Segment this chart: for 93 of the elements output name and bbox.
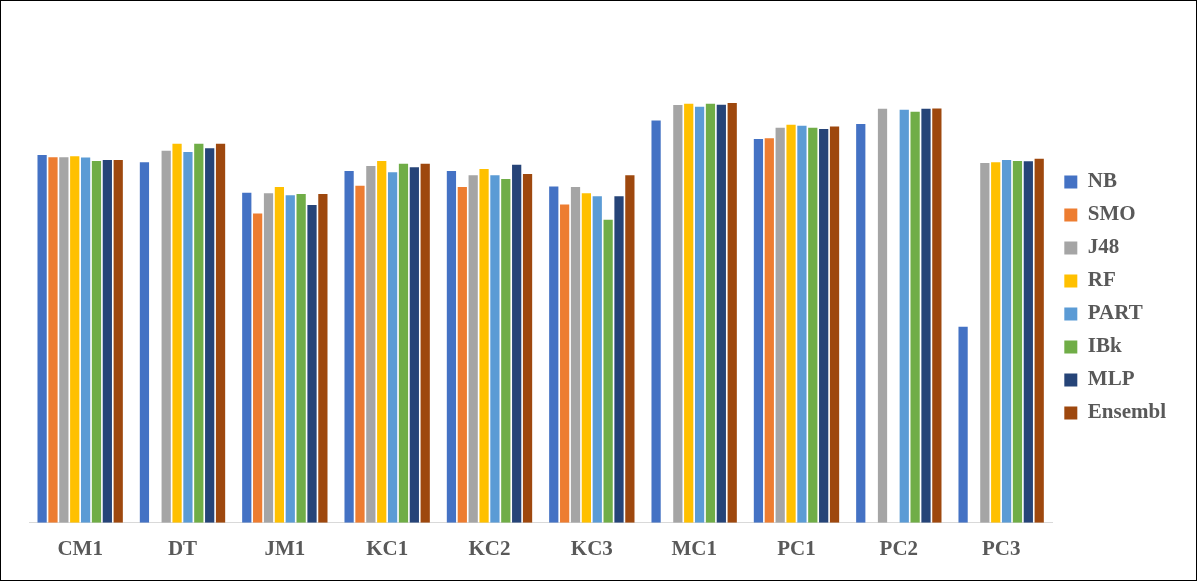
bar xyxy=(625,175,635,523)
bar xyxy=(398,163,409,523)
bar xyxy=(592,196,602,523)
bar xyxy=(808,127,818,523)
bar xyxy=(242,192,252,523)
bar xyxy=(570,186,581,523)
bar xyxy=(70,156,80,523)
bar xyxy=(614,196,624,523)
bar xyxy=(932,108,942,523)
bar xyxy=(603,219,613,523)
x-tick-label: JM1 xyxy=(264,535,306,560)
bar xyxy=(673,105,683,523)
bar xyxy=(991,162,1001,523)
bar xyxy=(1012,160,1023,523)
bar xyxy=(183,152,193,523)
bar xyxy=(581,193,592,523)
bar xyxy=(355,185,365,523)
bar xyxy=(775,127,785,523)
x-tick-label: KC2 xyxy=(468,535,511,560)
x-tick-label: CM1 xyxy=(57,535,103,560)
legend-label: PART xyxy=(1087,300,1143,325)
x-tick-label: KC1 xyxy=(366,535,409,560)
legend-label: RF xyxy=(1087,267,1116,292)
bar xyxy=(263,193,274,523)
bar xyxy=(446,170,457,523)
bar xyxy=(253,213,263,523)
bar xyxy=(899,109,909,523)
bar xyxy=(285,195,295,523)
legend-label: MLP xyxy=(1087,366,1135,391)
legend-label: Ensembl xyxy=(1087,399,1167,424)
bar xyxy=(490,175,500,523)
legend-label: J48 xyxy=(1087,234,1120,259)
bar xyxy=(753,139,764,523)
bar xyxy=(549,186,559,523)
bar xyxy=(387,172,398,523)
bar xyxy=(958,326,968,523)
bar xyxy=(48,157,58,523)
bar xyxy=(560,204,570,523)
x-tick-label: DT xyxy=(167,535,198,560)
bar xyxy=(139,162,150,523)
bar xyxy=(797,125,807,523)
x-tick-label: PC1 xyxy=(777,535,816,560)
bar xyxy=(366,165,376,523)
bar xyxy=(1023,161,1033,523)
bar xyxy=(377,160,387,523)
legend-label: SMO xyxy=(1087,201,1136,226)
bar xyxy=(522,173,533,523)
bar xyxy=(274,186,285,523)
bar xyxy=(318,194,328,523)
bar xyxy=(512,164,522,523)
x-tick-label: KC3 xyxy=(570,535,613,560)
bar xyxy=(344,170,354,523)
bar xyxy=(37,155,47,523)
bar xyxy=(479,168,489,523)
bar xyxy=(91,160,102,523)
bar xyxy=(307,204,317,523)
bar xyxy=(161,150,171,523)
bar xyxy=(910,111,920,523)
bar xyxy=(113,160,123,523)
bar xyxy=(684,103,694,523)
bar xyxy=(296,194,306,523)
bar xyxy=(501,178,511,523)
bar xyxy=(705,103,716,523)
bar xyxy=(1034,158,1044,523)
bar xyxy=(215,143,226,523)
bar xyxy=(651,120,661,523)
bar xyxy=(205,148,215,523)
bar xyxy=(102,160,112,523)
bar xyxy=(786,124,796,523)
bar xyxy=(856,123,866,523)
bar xyxy=(764,138,774,523)
legend-label: IBk xyxy=(1087,333,1122,358)
bar xyxy=(694,106,705,523)
bar xyxy=(468,175,478,523)
bar xyxy=(829,126,840,523)
bar xyxy=(1001,160,1012,523)
bar xyxy=(819,129,829,523)
bar xyxy=(59,157,69,523)
bar xyxy=(727,102,737,523)
bar xyxy=(80,157,91,523)
bar xyxy=(172,143,182,523)
bar xyxy=(194,143,204,523)
bar xyxy=(921,108,931,523)
bar xyxy=(457,186,467,523)
x-tick-label: MC1 xyxy=(671,535,717,560)
bar xyxy=(420,163,430,523)
legend-label: NB xyxy=(1087,168,1117,193)
bar xyxy=(980,163,990,523)
bar xyxy=(877,108,888,523)
bar xyxy=(716,104,726,523)
x-tick-label: PC2 xyxy=(879,535,919,560)
x-tick-label: PC3 xyxy=(981,535,1021,560)
bar xyxy=(409,167,419,523)
